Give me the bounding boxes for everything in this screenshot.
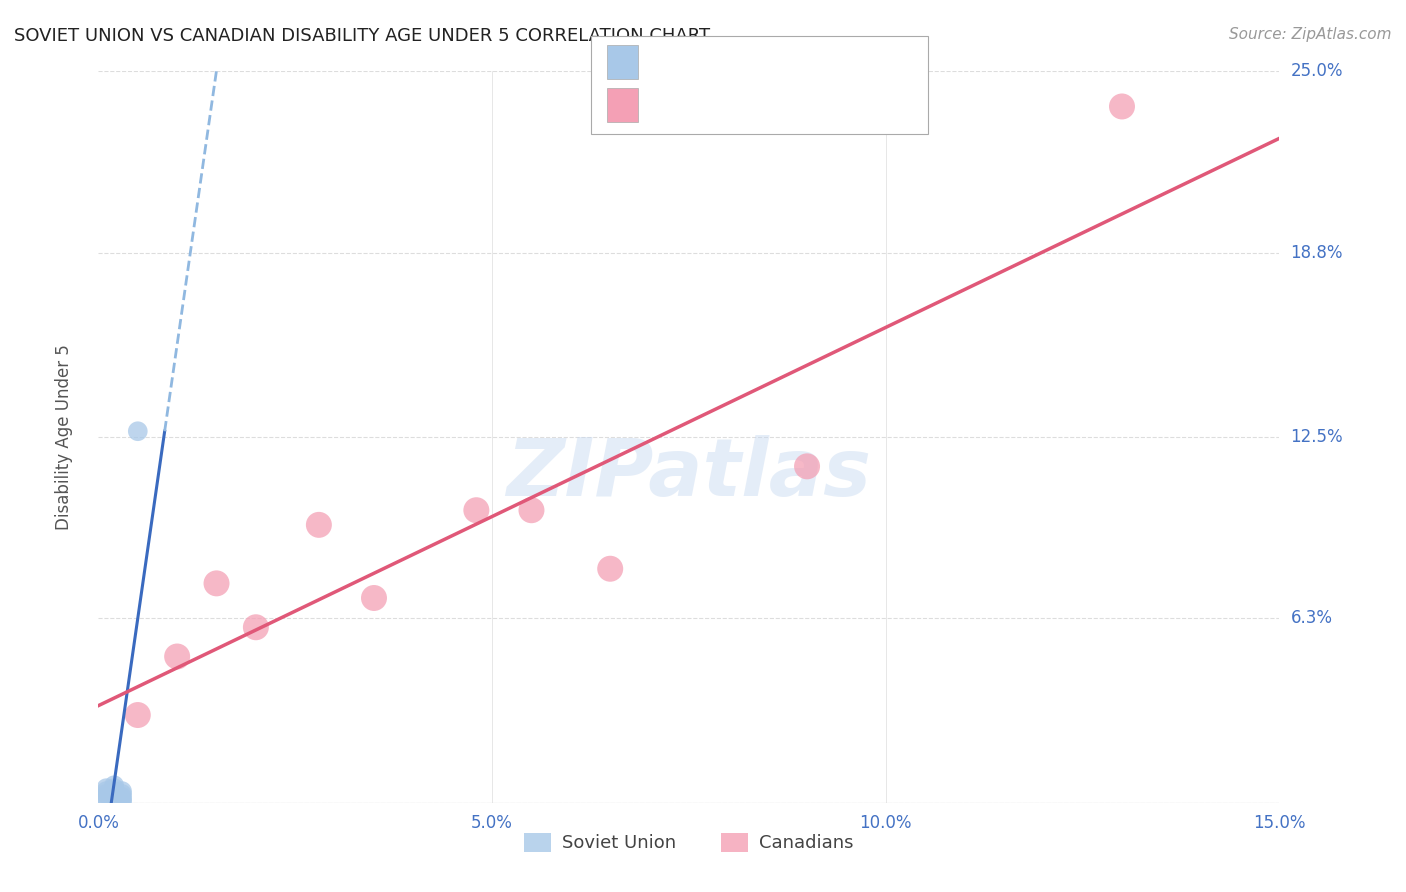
Text: ZIPatlas: ZIPatlas	[506, 434, 872, 513]
Legend: Soviet Union, Canadians: Soviet Union, Canadians	[517, 826, 860, 860]
Text: 18.8%: 18.8%	[1291, 244, 1343, 261]
Point	[166, 649, 188, 664]
Point	[111, 793, 134, 807]
Point	[103, 793, 125, 807]
Point	[96, 789, 118, 804]
Point	[96, 781, 118, 796]
Text: SOVIET UNION VS CANADIAN DISABILITY AGE UNDER 5 CORRELATION CHART: SOVIET UNION VS CANADIAN DISABILITY AGE …	[14, 27, 710, 45]
Point	[599, 562, 621, 576]
Text: Source: ZipAtlas.com: Source: ZipAtlas.com	[1229, 27, 1392, 42]
Point	[96, 784, 118, 798]
Text: N =: N =	[754, 54, 790, 71]
Point	[127, 708, 149, 723]
Text: 12.5%: 12.5%	[1291, 428, 1343, 446]
Point	[111, 794, 134, 808]
Text: N =: N =	[754, 96, 790, 114]
Text: R =: R =	[652, 54, 689, 71]
Point	[111, 789, 134, 804]
Point	[103, 787, 125, 801]
Point	[96, 787, 118, 801]
Text: 0.896: 0.896	[692, 96, 744, 114]
Text: 0.913: 0.913	[692, 54, 744, 71]
Point	[1111, 99, 1133, 113]
Point	[103, 781, 125, 796]
Point	[308, 517, 330, 532]
Text: 6.3%: 6.3%	[1291, 609, 1333, 627]
Point	[111, 784, 134, 798]
Y-axis label: Disability Age Under 5: Disability Age Under 5	[55, 344, 73, 530]
Point	[363, 591, 385, 605]
Point	[127, 424, 149, 438]
Point	[465, 503, 488, 517]
Point	[103, 784, 125, 798]
Point	[96, 793, 118, 807]
Point	[796, 459, 818, 474]
Point	[103, 778, 125, 792]
Text: 17: 17	[790, 54, 813, 71]
Point	[245, 620, 267, 634]
Text: 11: 11	[790, 96, 813, 114]
Point	[520, 503, 543, 517]
Point	[205, 576, 228, 591]
Point	[111, 787, 134, 801]
Point	[103, 789, 125, 804]
Text: 25.0%: 25.0%	[1291, 62, 1343, 80]
Text: R =: R =	[652, 96, 689, 114]
